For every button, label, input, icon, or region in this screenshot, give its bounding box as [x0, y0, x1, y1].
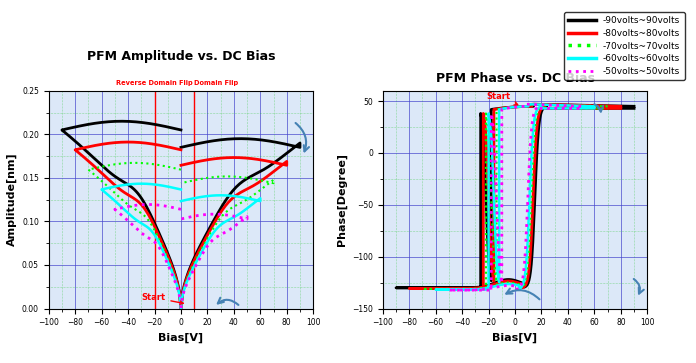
- Text: Reverse Domain Flip: Reverse Domain Flip: [0, 362, 1, 363]
- Title: PFM Phase vs. DC Bias: PFM Phase vs. DC Bias: [436, 72, 594, 85]
- Text: Start: Start: [141, 293, 183, 304]
- X-axis label: Bias[V]: Bias[V]: [493, 333, 537, 343]
- Y-axis label: Amplitude[nm]: Amplitude[nm]: [6, 153, 17, 246]
- Text: Domain Flip: Domain Flip: [0, 362, 1, 363]
- Y-axis label: Phase[Degree]: Phase[Degree]: [336, 153, 347, 246]
- Title: PFM Amplitude vs. DC Bias: PFM Amplitude vs. DC Bias: [87, 50, 275, 63]
- Text: Domain Flip: Domain Flip: [194, 80, 238, 86]
- Text: Domain Flip: Domain Flip: [0, 362, 1, 363]
- X-axis label: Bias[V]: Bias[V]: [159, 333, 203, 343]
- Text: Reverse Domain Flip: Reverse Domain Flip: [116, 80, 193, 86]
- Legend: -90volts~90volts, -80volts~80volts, -70volts~70volts, -60volts~60volts, -50volts: -90volts~90volts, -80volts~80volts, -70v…: [564, 12, 685, 80]
- Text: Start: Start: [486, 92, 518, 105]
- Text: Reverse Domain Flip: Reverse Domain Flip: [0, 362, 1, 363]
